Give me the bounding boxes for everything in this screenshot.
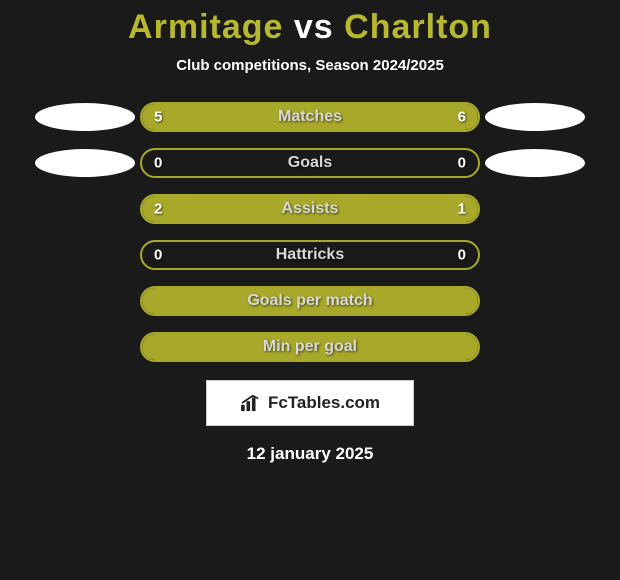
comparison-card: Armitage vs Charlton Club competitions, … (0, 0, 620, 464)
report-date: 12 january 2025 (0, 444, 620, 464)
stat-row: Min per goal (0, 332, 620, 362)
chart-icon (240, 394, 262, 412)
stat-label: Min per goal (142, 338, 478, 356)
stat-label: Goals per match (142, 292, 478, 310)
stats-rows: 56Matches 00Goals 21Assists 00Hattricks Goal… (0, 102, 620, 362)
left-badge-slot (30, 103, 140, 131)
stat-bar: Goals per match (140, 286, 480, 316)
brand-badge[interactable]: FcTables.com (206, 380, 414, 426)
stat-bar: Min per goal (140, 332, 480, 362)
team-badge-left (35, 149, 135, 177)
title-player2: Charlton (344, 8, 492, 46)
title-vs: vs (294, 8, 334, 46)
right-badge-slot (480, 103, 590, 131)
stat-bar: 56Matches (140, 102, 480, 132)
team-badge-left (35, 103, 135, 131)
left-badge-slot (30, 149, 140, 177)
brand-text: FcTables.com (268, 393, 380, 413)
stat-bar: 00Hattricks (140, 240, 480, 270)
team-badge-right (485, 103, 585, 131)
stat-row: 21Assists (0, 194, 620, 224)
stat-bar: 21Assists (140, 194, 480, 224)
subtitle: Club competitions, Season 2024/2025 (0, 57, 620, 74)
right-badge-slot (480, 149, 590, 177)
stat-row: Goals per match (0, 286, 620, 316)
stat-row: 00Goals (0, 148, 620, 178)
title-player1: Armitage (128, 8, 283, 46)
stat-label: Assists (142, 200, 478, 218)
stat-bar: 00Goals (140, 148, 480, 178)
stat-label: Goals (142, 154, 478, 172)
stat-row: 00Hattricks (0, 240, 620, 270)
stat-label: Hattricks (142, 246, 478, 264)
team-badge-right (485, 149, 585, 177)
stat-row: 56Matches (0, 102, 620, 132)
stat-label: Matches (142, 108, 478, 126)
page-title: Armitage vs Charlton (0, 8, 620, 47)
